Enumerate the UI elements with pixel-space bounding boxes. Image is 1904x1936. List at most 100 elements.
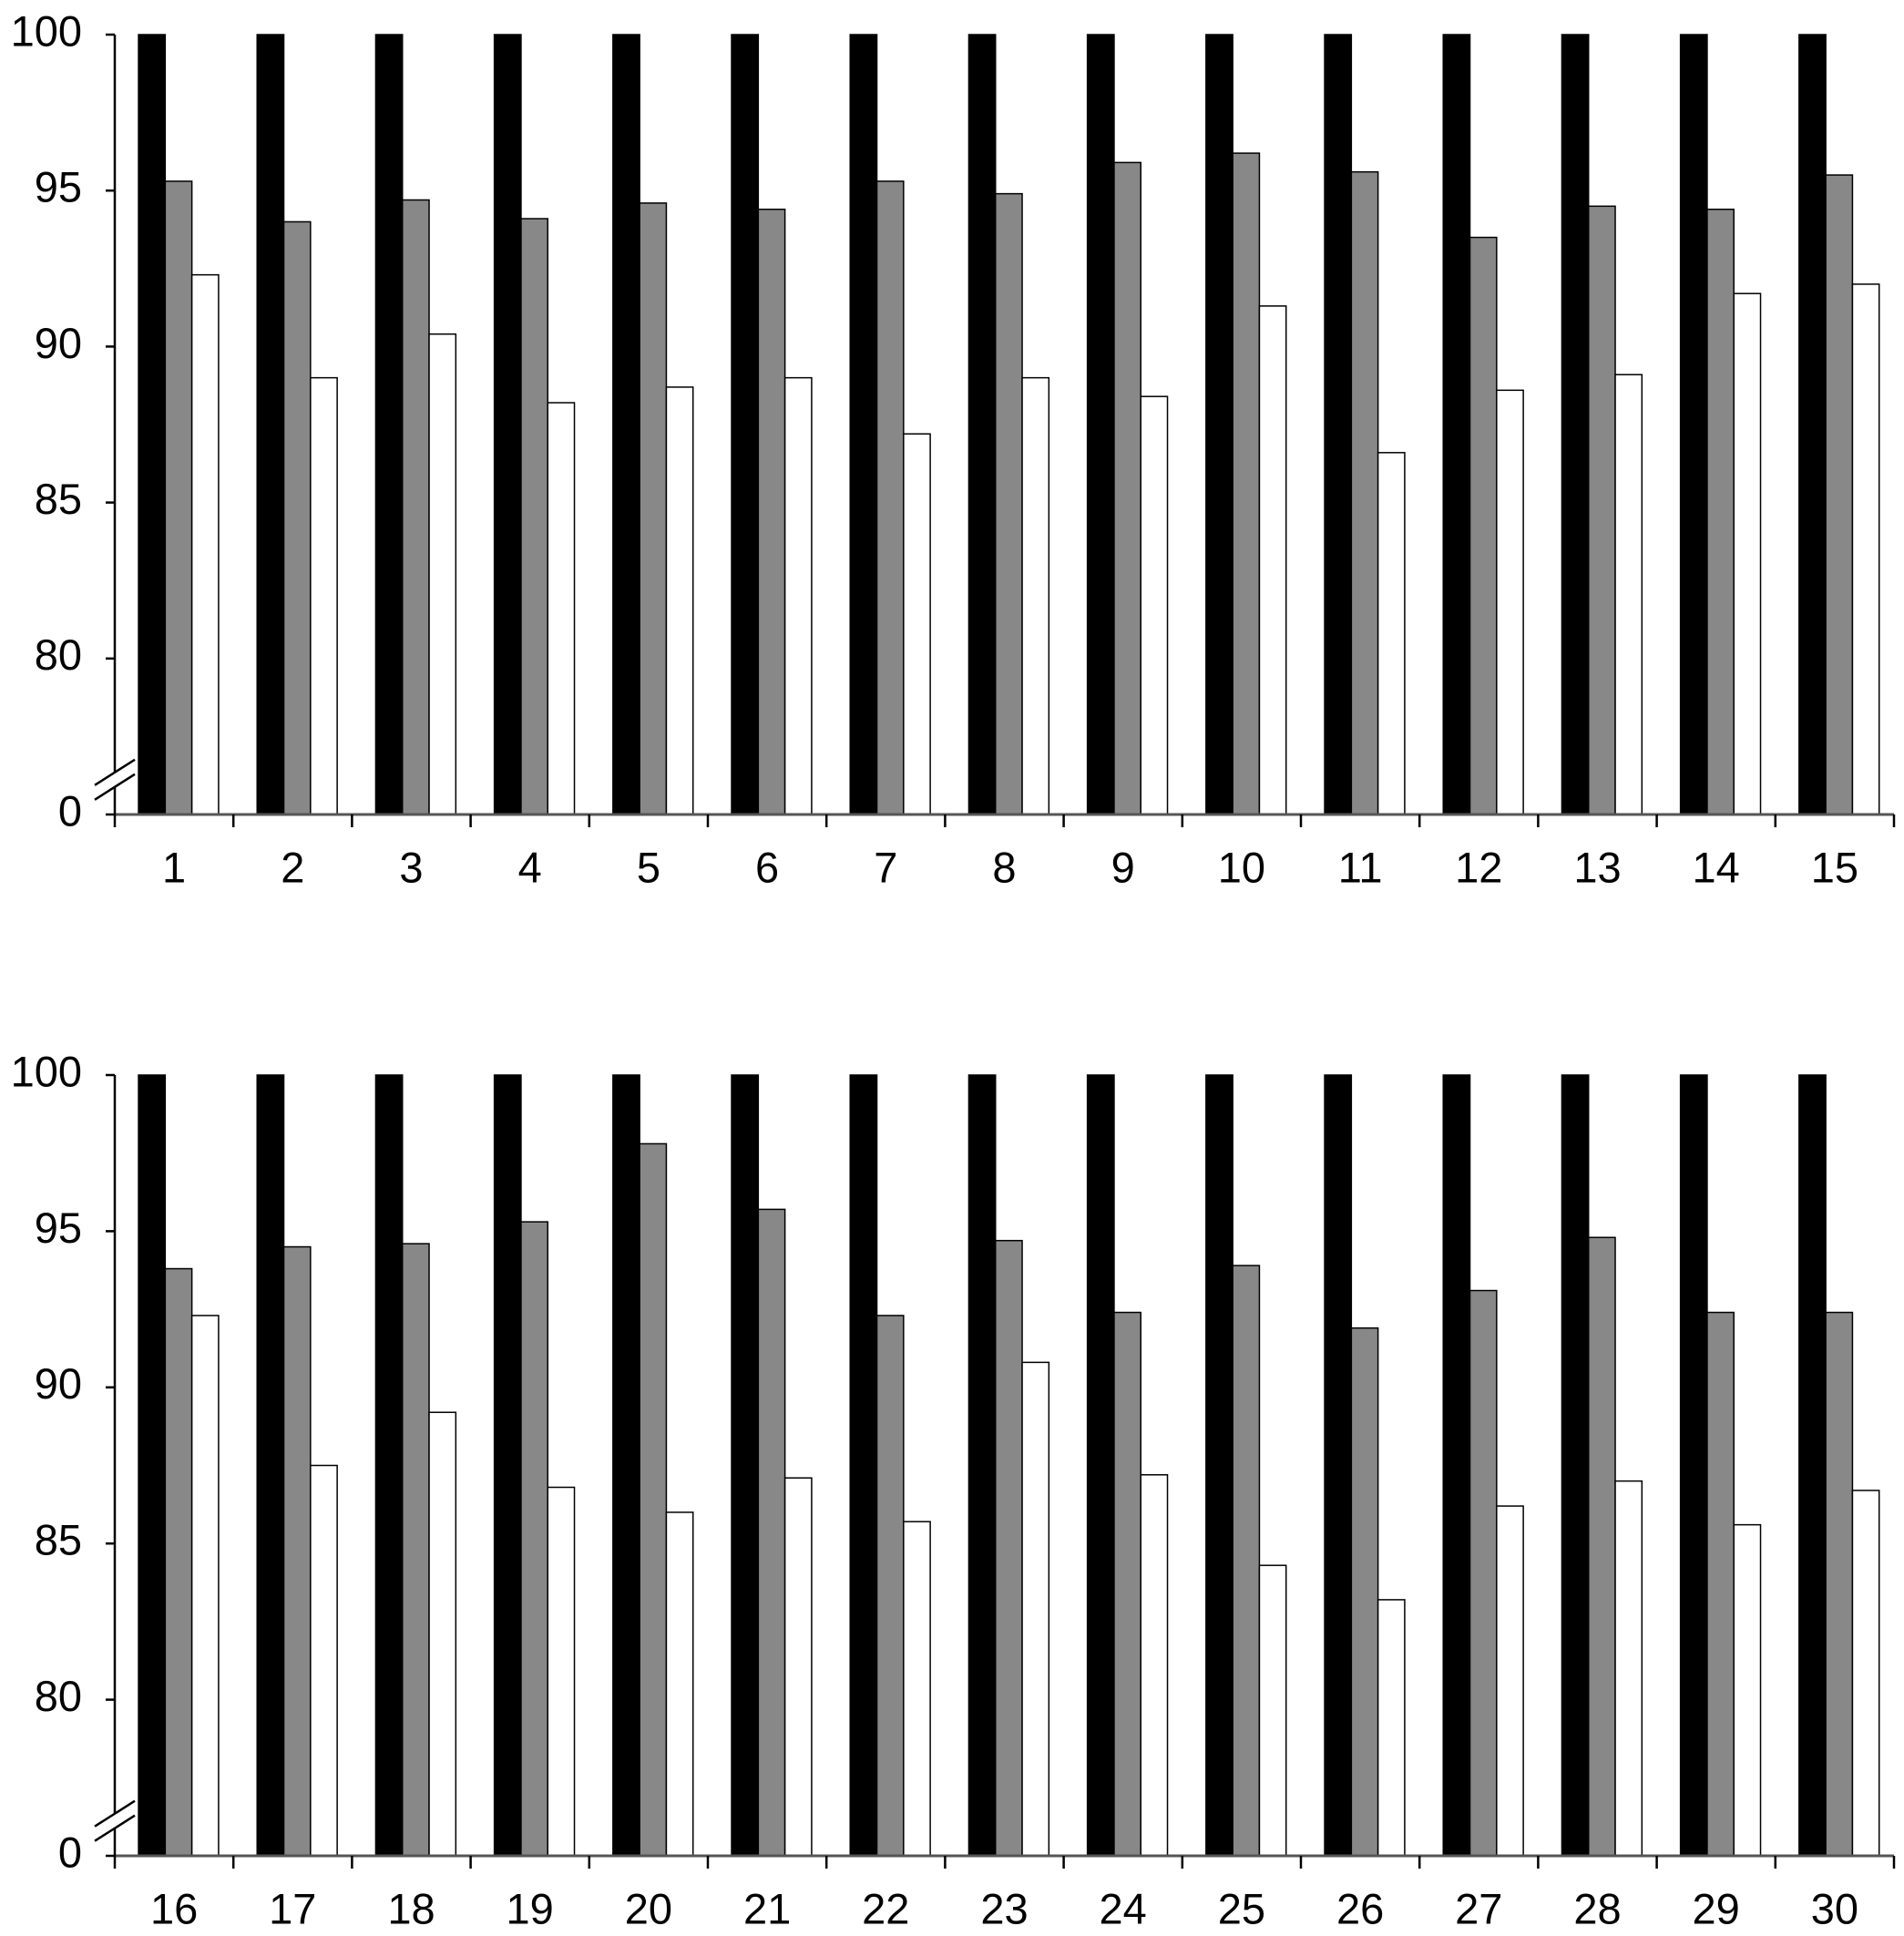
y-tick-label: 85	[35, 1516, 82, 1564]
bar	[1733, 1523, 1762, 1857]
bar	[428, 1411, 457, 1857]
bar	[1614, 374, 1643, 815]
bar	[1561, 34, 1590, 815]
bar	[994, 1239, 1023, 1857]
x-tick-label: 27	[1455, 1884, 1502, 1932]
bar	[875, 1315, 905, 1857]
bar	[903, 433, 931, 815]
bar	[138, 34, 167, 815]
bar	[282, 220, 312, 815]
bar	[1614, 1480, 1643, 1857]
bar	[849, 1074, 878, 1857]
bar	[374, 1074, 404, 1857]
bar	[994, 192, 1023, 815]
bar	[401, 1243, 430, 1857]
x-tick-label: 14	[1693, 843, 1740, 891]
bar	[1350, 170, 1379, 815]
bar	[783, 376, 813, 815]
bar	[1113, 161, 1141, 815]
bar	[190, 273, 220, 815]
bar	[1561, 1074, 1590, 1857]
bar	[1469, 1289, 1498, 1857]
axis-break	[94, 758, 136, 786]
bar	[1205, 1074, 1234, 1857]
axis-break-gap	[111, 1813, 118, 1828]
x-tick-label: 13	[1573, 843, 1621, 891]
x-tick-label: 9	[1111, 843, 1135, 891]
bar	[1350, 1327, 1379, 1857]
bar	[1324, 34, 1353, 815]
bar	[256, 34, 285, 815]
x-tick-label: 28	[1573, 1884, 1621, 1932]
bar	[1798, 34, 1827, 815]
bar	[1113, 1311, 1141, 1857]
bar	[493, 1074, 522, 1857]
bar	[164, 180, 193, 815]
y-tick-label: 80	[35, 1672, 82, 1720]
axis-break	[94, 1799, 136, 1828]
x-tick-label: 2	[281, 843, 304, 891]
bar	[1587, 205, 1616, 815]
bar	[1324, 1074, 1353, 1857]
x-tick-label: 3	[399, 843, 423, 891]
x-tick-label: 25	[1218, 1884, 1265, 1932]
bar	[428, 333, 457, 815]
bar	[1496, 389, 1524, 815]
bar	[310, 1464, 338, 1857]
bar	[1258, 1564, 1287, 1857]
bar	[1232, 1265, 1261, 1857]
x-tick-label: 16	[150, 1884, 198, 1932]
bar	[1679, 34, 1708, 815]
bar	[190, 1315, 220, 1857]
bar	[967, 34, 997, 815]
bar	[1086, 34, 1115, 815]
bar	[665, 1511, 694, 1857]
x-tick-label: 1	[162, 843, 186, 891]
bar	[1021, 1361, 1050, 1857]
bar	[875, 180, 905, 815]
bar	[1798, 1074, 1827, 1857]
bar	[282, 1245, 312, 1857]
bar	[164, 1267, 193, 1857]
x-tick-label: 19	[507, 1884, 554, 1932]
x-tick-label: 29	[1693, 1884, 1740, 1932]
bar	[256, 1074, 285, 1857]
bar	[665, 386, 694, 815]
bar	[1825, 1311, 1854, 1857]
bar	[1825, 174, 1854, 815]
bar	[757, 1208, 786, 1857]
bar	[1232, 152, 1261, 815]
x-tick-label: 17	[269, 1884, 316, 1932]
x-tick-label: 4	[518, 843, 542, 891]
x-tick-label: 18	[387, 1884, 435, 1932]
bar	[401, 199, 430, 815]
bar	[1140, 395, 1169, 815]
bar	[757, 208, 786, 815]
x-tick-label: 20	[625, 1884, 672, 1932]
x-tick-label: 15	[1811, 843, 1858, 891]
x-tick-label: 7	[874, 843, 897, 891]
bar	[1851, 283, 1880, 815]
bar	[520, 218, 548, 815]
bar	[1442, 34, 1471, 815]
y-tick-label: 0	[58, 786, 82, 835]
bar	[310, 376, 338, 815]
bar	[1021, 376, 1050, 815]
bar	[1442, 1074, 1471, 1857]
bar	[1377, 452, 1406, 815]
bar	[1469, 236, 1498, 815]
y-tick-label: 95	[35, 1204, 82, 1252]
bar	[138, 1074, 167, 1857]
y-tick-label: 0	[58, 1828, 82, 1876]
bar	[1258, 305, 1287, 815]
x-tick-label: 10	[1218, 843, 1265, 891]
x-tick-label: 12	[1455, 843, 1502, 891]
x-tick-label: 11	[1338, 843, 1383, 891]
bar	[1733, 292, 1762, 815]
bar	[1706, 208, 1735, 815]
bar	[639, 202, 668, 815]
x-tick-label: 30	[1811, 1884, 1858, 1932]
bar	[374, 34, 404, 815]
bar	[967, 1074, 997, 1857]
x-tick-label: 21	[743, 1884, 791, 1932]
